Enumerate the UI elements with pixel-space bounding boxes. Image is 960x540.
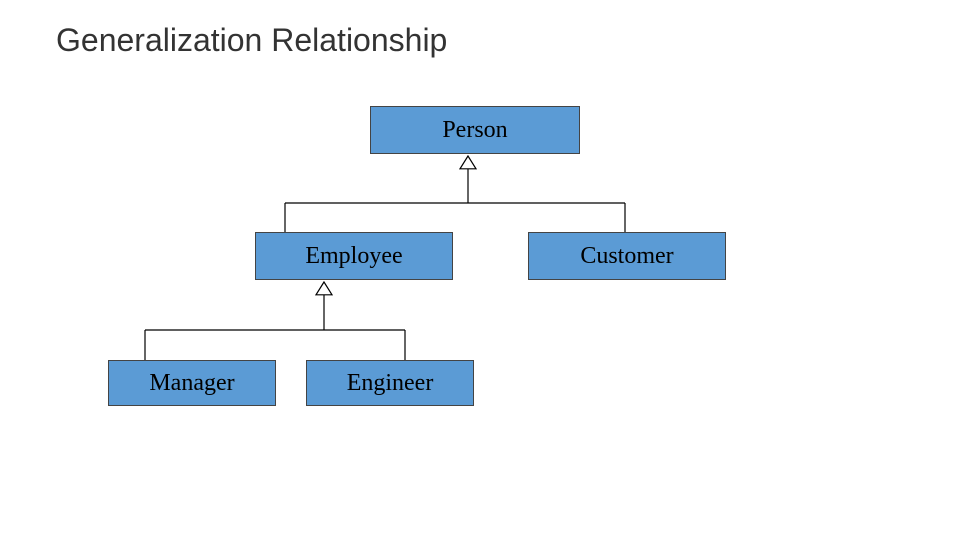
node-employee: Employee xyxy=(255,232,453,280)
node-manager: Manager xyxy=(108,360,276,406)
node-label: Person xyxy=(442,117,507,144)
node-engineer: Engineer xyxy=(306,360,474,406)
page-title: Generalization Relationship xyxy=(56,22,447,59)
node-customer: Customer xyxy=(528,232,726,280)
node-label: Customer xyxy=(580,243,673,270)
node-person: Person xyxy=(370,106,580,154)
node-label: Manager xyxy=(149,370,234,397)
node-label: Employee xyxy=(305,243,402,270)
node-label: Engineer xyxy=(347,370,434,397)
connector-layer xyxy=(0,0,960,540)
